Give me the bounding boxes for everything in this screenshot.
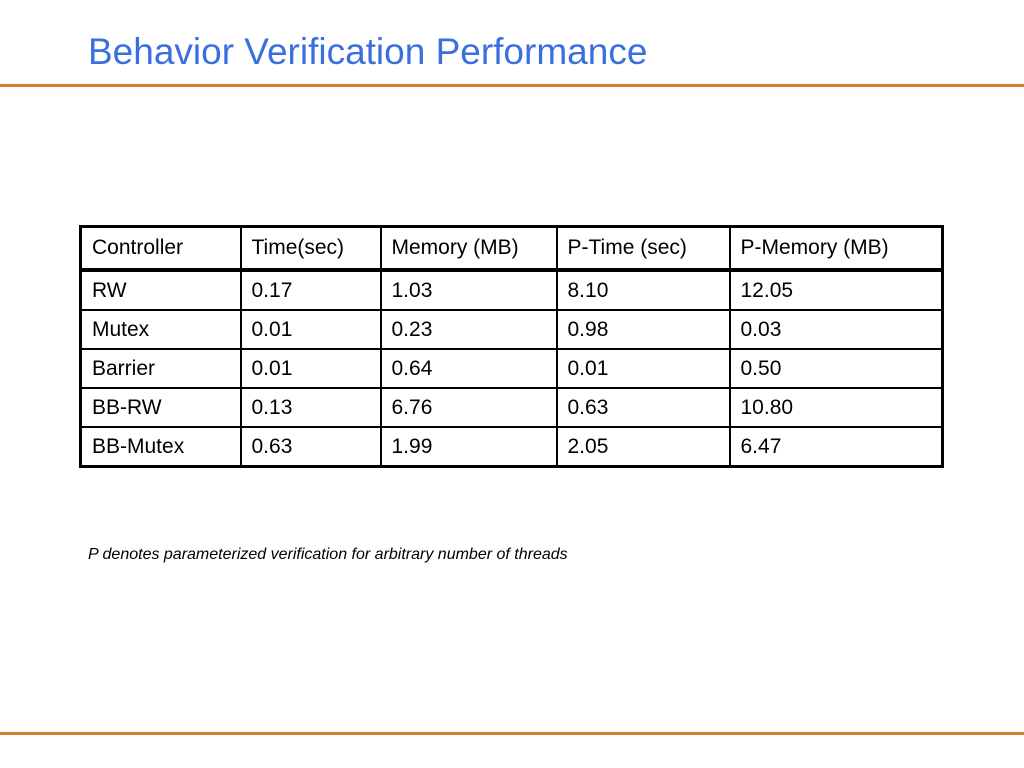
cell-controller: Barrier: [79, 348, 242, 389]
cell-memory: 0.64: [379, 348, 558, 389]
cell-p-memory: 12.05: [728, 269, 944, 311]
cell-time: 0.17: [239, 269, 382, 311]
table-row: BB-Mutex 0.63 1.99 2.05 6.47: [79, 426, 944, 468]
cell-p-memory: 10.80: [728, 387, 944, 428]
cell-time: 0.63: [239, 426, 382, 468]
cell-controller: BB-Mutex: [79, 426, 242, 468]
cell-controller: BB-RW: [79, 387, 242, 428]
cell-memory: 6.76: [379, 387, 558, 428]
cell-memory: 0.23: [379, 309, 558, 350]
cell-p-time: 0.98: [555, 309, 731, 350]
header-controller: Controller: [79, 225, 242, 272]
cell-memory: 1.99: [379, 426, 558, 468]
performance-table-container: Controller Time(sec) Memory (MB) P-Time …: [79, 225, 944, 468]
header-time: Time(sec): [239, 225, 382, 272]
cell-time: 0.01: [239, 348, 382, 389]
cell-time: 0.13: [239, 387, 382, 428]
table-row: RW 0.17 1.03 8.10 12.05: [79, 269, 944, 311]
cell-p-memory: 6.47: [728, 426, 944, 468]
cell-p-time: 0.01: [555, 348, 731, 389]
slide-title: Behavior Verification Performance: [88, 31, 648, 72]
cell-p-memory: 0.03: [728, 309, 944, 350]
table-row: BB-RW 0.13 6.76 0.63 10.80: [79, 387, 944, 428]
cell-p-time: 0.63: [555, 387, 731, 428]
cell-time: 0.01: [239, 309, 382, 350]
header-p-time: P-Time (sec): [555, 225, 731, 272]
cell-p-time: 2.05: [555, 426, 731, 468]
table-row: Mutex 0.01 0.23 0.98 0.03: [79, 309, 944, 350]
header-p-memory: P-Memory (MB): [728, 225, 944, 272]
top-divider: [0, 84, 1024, 87]
footnote: P denotes parameterized verification for…: [88, 546, 568, 563]
header-memory: Memory (MB): [379, 225, 558, 272]
cell-p-memory: 0.50: [728, 348, 944, 389]
performance-table: Controller Time(sec) Memory (MB) P-Time …: [79, 225, 944, 468]
table-row: Barrier 0.01 0.64 0.01 0.50: [79, 348, 944, 389]
table-header-row: Controller Time(sec) Memory (MB) P-Time …: [79, 225, 944, 272]
cell-memory: 1.03: [379, 269, 558, 311]
cell-controller: RW: [79, 269, 242, 311]
cell-controller: Mutex: [79, 309, 242, 350]
cell-p-time: 8.10: [555, 269, 731, 311]
bottom-divider: [0, 732, 1024, 735]
